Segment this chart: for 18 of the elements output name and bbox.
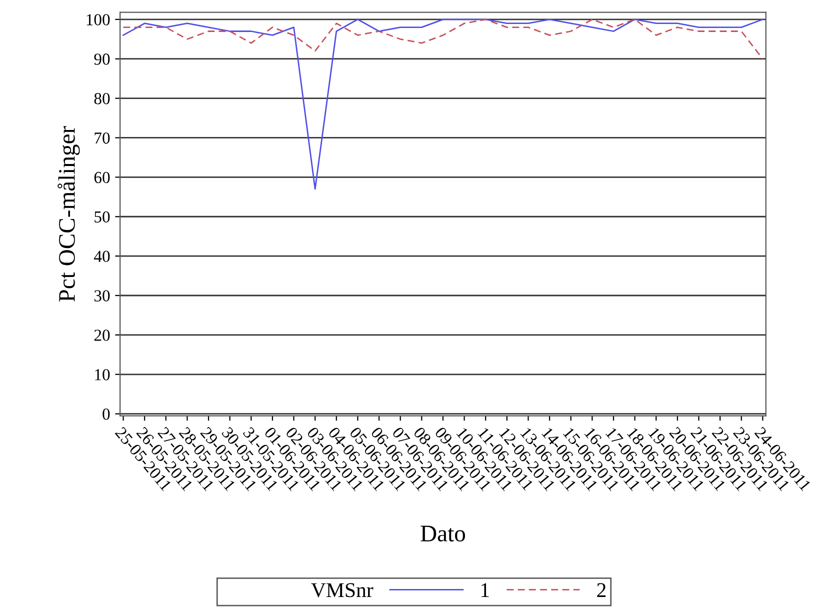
y-tick-label: 90 [94, 54, 110, 65]
line-series [122, 18, 764, 190]
y-axis-title: Pct OCC-målinger [58, 126, 80, 302]
y-tick-label: 0 [102, 408, 110, 420]
y-tick-label: 80 [94, 93, 110, 104]
y-tick-label: 10 [95, 369, 110, 380]
legend-label: 1 [481, 583, 489, 597]
y-tick-label: 100 [86, 14, 110, 26]
x-axis-title: Dato [420, 526, 466, 542]
y-tick-label: 20 [94, 330, 110, 341]
legend-title: VMSnr [311, 583, 374, 598]
line-series [122, 18, 764, 60]
y-tick-label: 30 [94, 290, 110, 302]
y-tick-label: 70 [94, 132, 110, 144]
legend-label: 2 [597, 583, 606, 597]
y-tick-label: 60 [94, 172, 110, 184]
y-tick-label: 40 [94, 250, 110, 262]
y-tick-label: 50 [94, 211, 110, 223]
